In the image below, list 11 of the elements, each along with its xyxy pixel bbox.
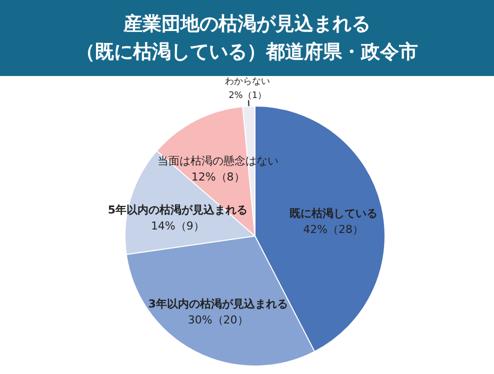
data-label: 30%（20） (188, 314, 248, 327)
data-label: 42%（28） (303, 223, 364, 236)
slice-label: わからない (225, 77, 270, 87)
data-label: 12%（8） (191, 170, 245, 184)
slice-label: 5年以内の枯渇が見込まれる (108, 203, 248, 216)
slice-label: 3年以内の枯渇が見込まれる (148, 298, 288, 311)
data-label: 2%（1） (228, 91, 267, 101)
chart-title: 産業団地の枯渇が見込まれる (122, 13, 370, 35)
data-label: 14%（9） (150, 219, 204, 232)
chart-subtitle: （既に枯渇している）都道府県・政令市 (76, 41, 418, 63)
slice-label: 既に枯渇している (289, 207, 378, 220)
